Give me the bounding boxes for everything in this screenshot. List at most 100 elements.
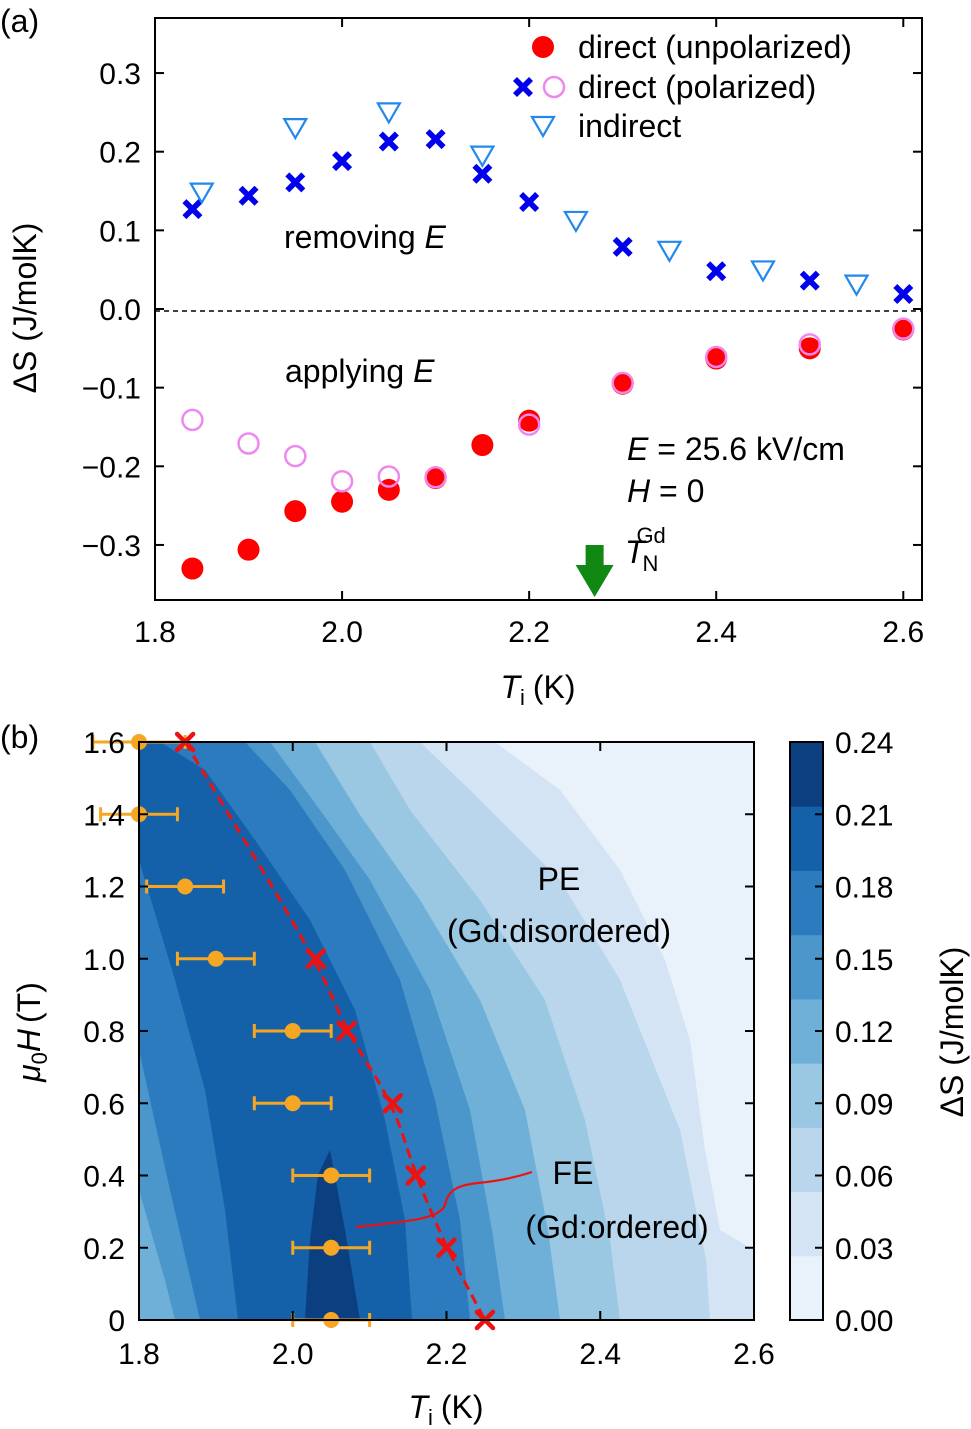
- colorbar-tick-label: 0.06: [835, 1161, 893, 1194]
- point-direct-polarized-removing: [612, 236, 633, 257]
- panel-a: (a) 1.8 2.0 2.2 2.4 2.6 −0.3 −0.2 −0.1 0.0 0.1 0.2…: [0, 3, 924, 710]
- colorbar-tick-label: 0.15: [835, 944, 893, 977]
- panel-a-x-axis-label: Ti (K): [500, 669, 575, 710]
- y-tick-label: −0.1: [82, 373, 141, 406]
- y-tick-label: 0.2: [99, 137, 141, 170]
- applying-e-label: applying E: [285, 353, 435, 389]
- pe-region-label: PE: [538, 861, 581, 897]
- point-indirect: [843, 274, 870, 297]
- phase-point: [284, 1095, 301, 1112]
- phase-point-with-error: [252, 1023, 333, 1039]
- magnetic-field-label: H = 0: [627, 473, 704, 509]
- transition-cross: [405, 1165, 426, 1186]
- colorbar-tick-label: 0.09: [835, 1088, 893, 1121]
- point-direct-unpolarized: [611, 372, 634, 395]
- y-tick-label: −0.3: [82, 530, 141, 563]
- point-indirect: [469, 145, 496, 168]
- y-tick-label: −0.2: [82, 451, 141, 484]
- legend-entry-indirect: indirect: [578, 108, 681, 144]
- legend-entry-unpolarized: direct (unpolarized): [578, 29, 852, 65]
- contour-level-8: [305, 1150, 360, 1320]
- point-direct-unpolarized: [892, 318, 915, 341]
- y-tick-label: 0.2: [83, 1233, 125, 1266]
- x-tick-label: 2.6: [882, 616, 924, 649]
- point-direct-polarized-removing: [799, 270, 820, 291]
- point-direct-polarized-removing: [285, 172, 306, 193]
- phase-point-with-error: [291, 1239, 372, 1256]
- point-direct-polarized-applying: [181, 408, 204, 432]
- transition-cross: [436, 1237, 457, 1258]
- point-direct-unpolarized: [181, 557, 204, 580]
- legend-marker-unpolarized: [532, 36, 554, 58]
- point-direct-polarized-removing: [238, 185, 259, 206]
- point-direct-polarized-applying: [517, 413, 541, 436]
- legend-marker-polarized-cross: [513, 77, 533, 97]
- y-tick-label: 0.1: [99, 215, 141, 248]
- phase-point: [207, 950, 224, 967]
- phase-point: [284, 1023, 301, 1039]
- panel-a-markers: [181, 102, 915, 580]
- panel-b-label: (b): [0, 719, 39, 755]
- colorbar-swatch: [790, 1127, 823, 1193]
- field-strength-label: E = 25.6 kV/cm: [627, 431, 845, 467]
- y-tick-label: 0: [108, 1305, 125, 1338]
- point-indirect: [188, 182, 215, 205]
- colorbar-swatch: [790, 934, 823, 1000]
- y-tick-label: 0.3: [99, 58, 141, 91]
- fe-label-connector: [355, 1170, 533, 1229]
- panel-a-frame: [154, 17, 923, 601]
- pe-region-sublabel: (Gd:disordered): [447, 913, 671, 949]
- y-tick-label: 0.8: [83, 1016, 125, 1049]
- y-tick-label: 0.0: [99, 294, 141, 327]
- point-direct-polarized-removing: [182, 199, 203, 220]
- x-tick-label: 2.4: [579, 1338, 621, 1371]
- phase-point: [177, 878, 194, 895]
- x-tick-label: 1.8: [118, 1338, 160, 1371]
- transition-cross: [305, 948, 327, 969]
- point-direct-polarized-applying: [424, 466, 447, 489]
- legend-entry-polarized: direct (polarized): [578, 69, 816, 105]
- phase-boundary-line: [183, 741, 487, 1321]
- point-direct-polarized-applying: [611, 371, 634, 395]
- x-tick-label: 1.8: [134, 616, 176, 649]
- colorbar-swatch: [790, 1191, 823, 1257]
- colorbar-label: ΔS (J/molK): [934, 947, 970, 1118]
- point-direct-polarized-removing: [472, 163, 493, 184]
- panel-a-label: (a): [0, 3, 39, 39]
- fe-region-sublabel: (Gd:ordered): [525, 1209, 708, 1245]
- point-direct-unpolarized: [331, 490, 354, 513]
- point-direct-polarized-applying: [704, 345, 728, 369]
- legend-marker-polarized-circle: [542, 75, 566, 99]
- colorbar-tick-label: 0.18: [835, 872, 893, 905]
- point-direct-polarized-removing: [706, 261, 727, 282]
- phase-point: [323, 1239, 340, 1256]
- x-tick-label: 2.2: [508, 616, 550, 649]
- panel-b: (b) 1.8 2.0 2.2 2.4 2.600.20.40.60.81.01.21.…: [0, 719, 970, 1429]
- point-direct-polarized-removing: [893, 284, 914, 305]
- y-tick-label: 1.2: [83, 872, 125, 905]
- phase-point-with-error: [291, 1167, 372, 1184]
- point-indirect: [656, 240, 683, 263]
- point-direct-polarized-applying: [237, 432, 260, 455]
- point-direct-unpolarized: [798, 337, 821, 360]
- colorbar: 0.00 0.03 0.06 0.09 0.12 0.15 0.18 0.21 0.24: [789, 727, 893, 1338]
- x-tick-label: 2.0: [321, 616, 363, 649]
- y-tick-label: 0.6: [83, 1088, 125, 1121]
- point-direct-polarized-applying: [330, 469, 354, 493]
- legend-marker-indirect: [530, 115, 556, 139]
- fe-region-label: FE: [553, 1155, 594, 1191]
- transition-cross: [336, 1020, 357, 1042]
- transition-cross: [382, 1093, 403, 1114]
- panel-b-y-axis-label: μ0H(T): [11, 982, 52, 1083]
- colorbar-swatch: [790, 1063, 823, 1128]
- colorbar-tick-label: 0.24: [835, 727, 893, 760]
- point-direct-unpolarized: [284, 500, 307, 523]
- phase-point-with-error: [145, 878, 226, 895]
- point-indirect: [563, 210, 589, 234]
- removing-e-label: removing E: [284, 219, 447, 255]
- neel-temperature-label: TNGd: [625, 523, 666, 576]
- y-tick-label: 1.0: [83, 944, 125, 977]
- point-direct-polarized-removing: [332, 151, 353, 172]
- point-direct-polarized-applying: [892, 317, 915, 340]
